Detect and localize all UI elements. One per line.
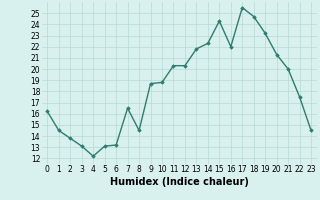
X-axis label: Humidex (Indice chaleur): Humidex (Indice chaleur) xyxy=(110,177,249,187)
